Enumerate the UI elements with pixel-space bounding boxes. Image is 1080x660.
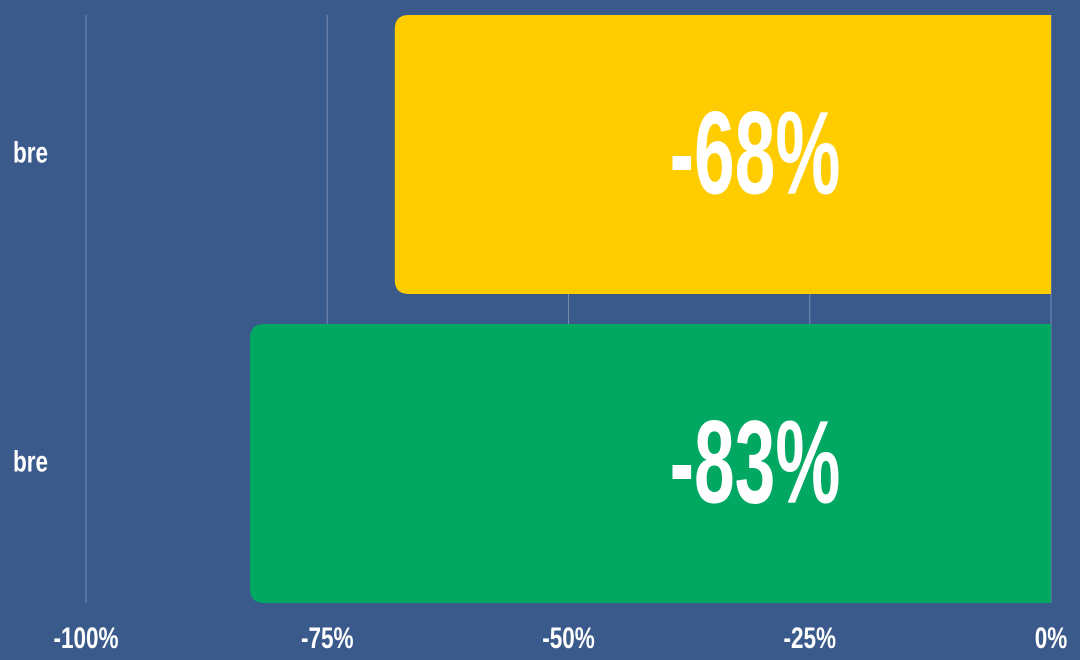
x-tick-label: -100% bbox=[53, 621, 118, 655]
x-tick-label: -25% bbox=[783, 621, 836, 655]
value-label: -83% bbox=[670, 396, 841, 528]
x-tick-label: -75% bbox=[301, 621, 354, 655]
y-tick-label: bre bbox=[13, 444, 48, 478]
x-tick-label: 0% bbox=[1035, 621, 1068, 655]
y-tick-label: bre bbox=[13, 135, 48, 169]
x-tick-label: -50% bbox=[542, 621, 595, 655]
bar bbox=[394, 15, 1051, 294]
value-label: -68% bbox=[670, 87, 841, 219]
bar bbox=[250, 324, 1052, 603]
